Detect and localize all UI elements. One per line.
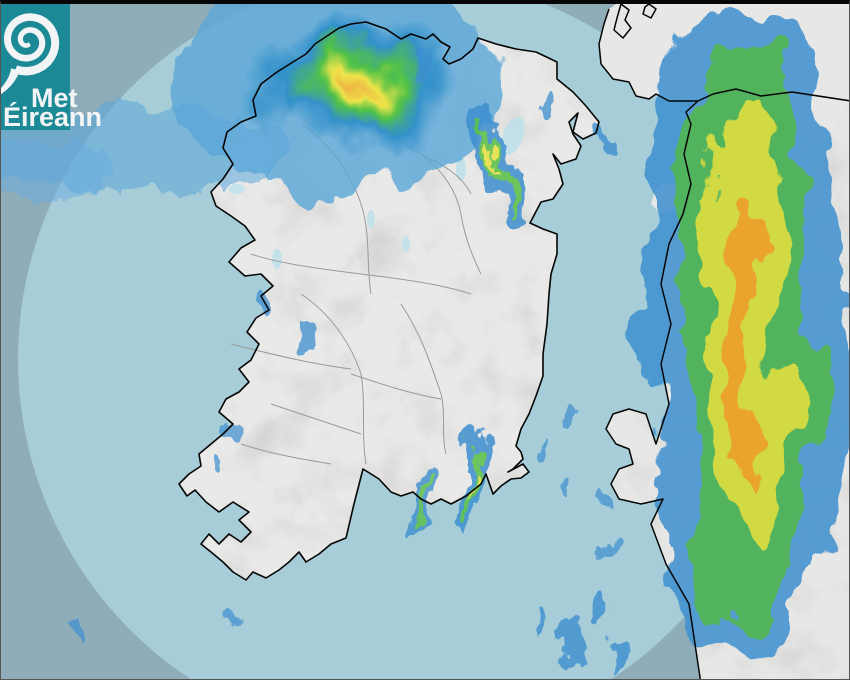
- svg-text:Éireann: Éireann: [3, 101, 102, 132]
